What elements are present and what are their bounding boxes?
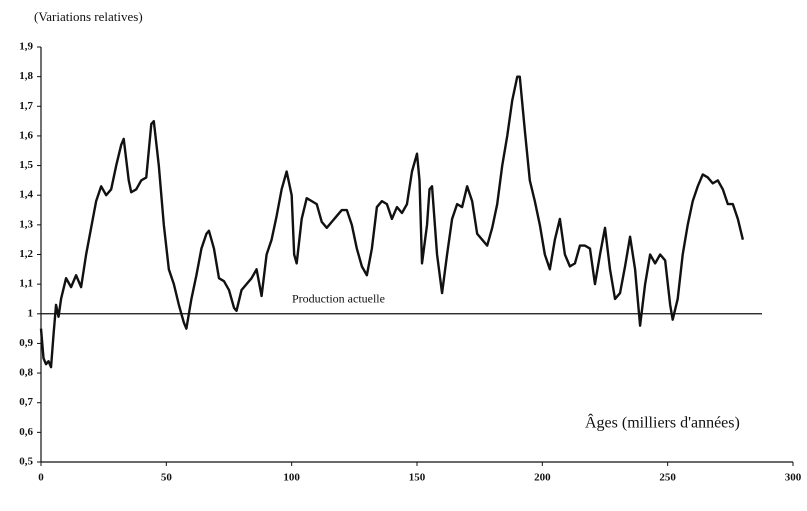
x-tick-label: 300 [785,472,802,484]
y-axis-title: (Variations relatives) [34,9,143,24]
y-tick-label: 1,4 [19,189,33,201]
y-tick-label: 0,5 [19,456,33,468]
x-tick-label: 100 [283,472,300,484]
y-tick-label: 0,8 [19,367,33,379]
x-tick-label: 250 [659,472,676,484]
reference-label: Production actuelle [292,292,385,306]
data-line [39,75,745,369]
y-tick-label: 1,7 [19,100,33,112]
x-tick-label: 50 [161,472,173,484]
y-tick-label: 1 [28,307,34,319]
y-tick-label: 1,3 [19,218,33,230]
y-tick-label: 1,9 [19,41,33,53]
y-tick-label: 1,8 [19,70,33,82]
x-tick-label: 150 [409,472,426,484]
y-tick-label: 0,7 [19,396,33,408]
y-tick-label: 1,5 [19,159,33,171]
y-tick-label: 1,1 [19,278,33,290]
annotation: Âges (milliers d'années) [585,413,740,432]
y-tick-label: 0,9 [19,337,33,349]
x-tick-label: 0 [38,472,44,484]
y-tick-label: 1,6 [19,129,33,141]
x-tick-label: 200 [534,472,551,484]
y-tick-label: 1,2 [19,248,33,260]
y-tick-label: 0,6 [19,426,33,438]
